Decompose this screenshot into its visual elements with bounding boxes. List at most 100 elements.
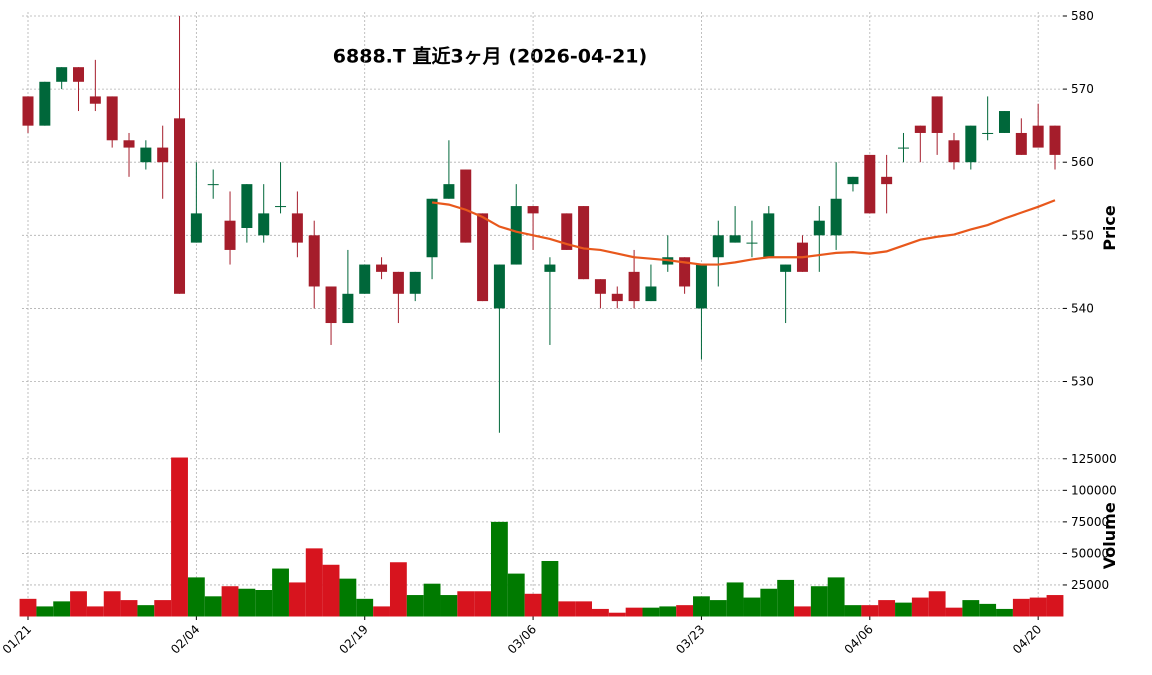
candle-body — [645, 286, 657, 302]
ma-line — [431, 199, 1056, 266]
volume-bar — [928, 591, 946, 617]
y-tick-label: 100000 — [1071, 483, 1117, 497]
candle-body — [544, 264, 556, 272]
y-tick-label: 530 — [1071, 375, 1094, 389]
candle-body — [493, 264, 505, 309]
y-axis-label: Price — [1100, 205, 1119, 251]
candle-body — [965, 125, 977, 163]
x-tick-label: 02/19 — [336, 622, 370, 656]
y-tick-label: 550 — [1071, 228, 1094, 242]
volume-bar — [53, 601, 71, 617]
candle-body — [443, 184, 455, 199]
candle-body — [998, 111, 1010, 133]
candle-body — [157, 147, 169, 163]
volume-bar — [861, 605, 879, 617]
candle-body — [241, 184, 253, 228]
volume-bar — [356, 598, 374, 617]
candle-body — [881, 176, 893, 185]
candle-body — [426, 198, 438, 258]
candle-body — [679, 257, 691, 287]
volume-bar — [322, 564, 340, 617]
volume-bar — [339, 578, 357, 617]
volume-bar — [693, 596, 710, 617]
volume-bar — [305, 548, 323, 617]
candle-body — [477, 213, 489, 302]
volume-bar — [171, 457, 188, 617]
candle-body — [190, 213, 202, 243]
volume-bar — [490, 521, 508, 617]
chart-title: 6888.T 直近3ヶ月 (2026-04-21) — [333, 45, 647, 68]
candle-body — [1015, 132, 1027, 155]
y-tick-label: 570 — [1071, 82, 1094, 96]
volume-bar — [474, 591, 491, 617]
candle-body — [460, 169, 472, 243]
volume-bar — [272, 568, 289, 617]
candle-body — [982, 132, 994, 134]
volume-bar — [794, 606, 811, 617]
candle-body — [275, 206, 287, 208]
candle-body — [864, 154, 876, 214]
candle-body — [106, 96, 118, 141]
candle-body — [22, 96, 34, 126]
candle-body — [780, 264, 792, 272]
volume-bar — [221, 586, 239, 617]
volume-bar — [625, 607, 643, 617]
volume-bar — [1046, 595, 1064, 617]
candle-body — [527, 206, 539, 214]
y-tick-label: 580 — [1071, 9, 1094, 23]
volume-bar — [288, 582, 306, 617]
volume-bar — [19, 598, 37, 617]
volume-bar — [575, 601, 593, 617]
candle-body — [611, 293, 623, 302]
volume-bar — [120, 600, 138, 617]
volume-bar — [709, 600, 727, 617]
y-tick-label: 125000 — [1071, 452, 1117, 466]
y-tick-label: 25000 — [1071, 578, 1109, 592]
candle-body — [56, 67, 68, 82]
candle-body — [830, 198, 842, 236]
volume-bar — [676, 605, 694, 617]
candle-body — [325, 286, 337, 324]
candle-body — [594, 279, 606, 294]
volume-bar — [642, 607, 660, 617]
candle-body — [948, 140, 960, 163]
candle-body — [224, 220, 236, 250]
volume-bar — [996, 608, 1013, 617]
x-tick-label: 03/06 — [505, 622, 539, 656]
candle-body — [628, 271, 640, 302]
volume-bar — [558, 601, 576, 617]
candle-body — [73, 67, 85, 82]
candle-body — [39, 81, 51, 126]
volume-bar — [154, 600, 172, 617]
volume-bar — [1029, 597, 1047, 617]
volume-bar — [238, 588, 256, 617]
volume-bar — [810, 586, 828, 617]
volume-bar — [911, 597, 929, 617]
candle-body — [729, 235, 741, 243]
volume-bar — [962, 600, 980, 617]
candle-body — [258, 213, 270, 236]
y-axis-label: Volume — [1100, 502, 1119, 569]
volume-bar — [760, 588, 778, 617]
volume-bar — [878, 600, 896, 617]
volume-bar — [406, 595, 424, 617]
volume-bar — [373, 606, 390, 617]
y-tick-label: 50000 — [1071, 546, 1109, 560]
volume-bar — [777, 579, 795, 617]
candle-body — [695, 264, 707, 309]
candle-body — [359, 264, 371, 294]
candle-body — [1049, 125, 1061, 155]
candle-body — [561, 213, 573, 250]
y-tick-label: 560 — [1071, 155, 1094, 169]
volume-bar — [507, 573, 525, 617]
x-tick-label: 01/21 — [0, 622, 34, 656]
volume-bar — [608, 612, 626, 617]
volume-bar — [979, 603, 997, 617]
x-tick-label: 02/04 — [168, 622, 202, 656]
candle-body — [123, 140, 135, 148]
candle-body — [291, 213, 303, 243]
y-tick-label: 540 — [1071, 301, 1094, 315]
volume-bar — [86, 606, 104, 617]
candle-body — [763, 213, 775, 258]
